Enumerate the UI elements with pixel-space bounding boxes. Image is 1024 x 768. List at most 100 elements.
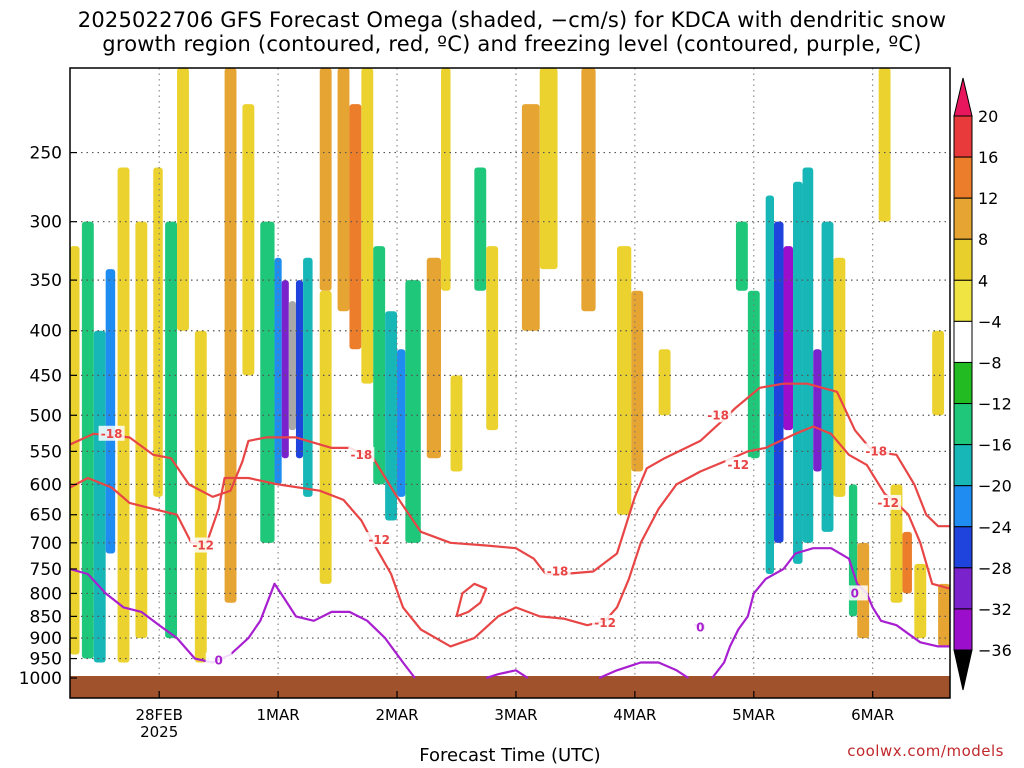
y-tick-label: 500 xyxy=(30,406,62,426)
omega-cell xyxy=(281,280,289,459)
colorbar-label: 12 xyxy=(978,189,998,208)
plot-frame xyxy=(69,67,951,699)
colorbar-bin xyxy=(953,361,973,405)
contour-label: 0 xyxy=(851,586,859,600)
contour-label: -18 xyxy=(547,564,569,578)
colorbar-label: 8 xyxy=(978,230,988,249)
contour-label: 0 xyxy=(214,654,222,668)
y-axis-ticks: 2503003504004505005506006507007508008509… xyxy=(19,144,77,689)
x-tick-label: 1MAR xyxy=(257,706,300,724)
y-tick-label: 800 xyxy=(30,584,62,604)
y-tick-label: 400 xyxy=(30,322,62,342)
omega-cell xyxy=(397,349,406,497)
contour--12 xyxy=(70,425,950,648)
omega-cell xyxy=(617,246,632,515)
omega-cell xyxy=(194,330,207,663)
omega-cell xyxy=(93,330,106,663)
omega-cell xyxy=(890,484,903,603)
y-tick-label: 450 xyxy=(30,366,62,386)
colorbar-bin xyxy=(953,526,973,569)
y-tick-label: 1000 xyxy=(19,669,62,689)
contour-label: -18 xyxy=(351,448,373,462)
contour--12b xyxy=(455,582,488,618)
omega-cell xyxy=(833,257,846,497)
omega-cell xyxy=(426,257,442,459)
omega-cell xyxy=(848,484,858,617)
contour-label-bg xyxy=(705,407,732,423)
omega-cell xyxy=(631,290,644,472)
colorbar-bin xyxy=(953,197,973,240)
omega-cell xyxy=(349,104,362,350)
x-tick-sublabel: 2025 xyxy=(140,723,178,741)
contour-label: -12 xyxy=(192,539,214,553)
omega-cell xyxy=(153,167,163,497)
contour-label: -12 xyxy=(727,458,749,472)
colorbar-bottom-arrow xyxy=(953,649,973,691)
omega-cell xyxy=(385,311,398,521)
chart-title-line-1: 2025022706 GFS Forecast Omega (shaded, −… xyxy=(77,8,947,32)
omega-cell xyxy=(361,68,374,384)
omega-cell xyxy=(373,246,386,485)
colorbar: 20 16 12 8 4 −4 −8 −12 −16 −20 −24 −28 −32 −36 xyxy=(953,77,1012,691)
omega-cell xyxy=(774,221,784,543)
omega-cell xyxy=(405,280,421,543)
omega-cell xyxy=(581,68,596,312)
omega-cell xyxy=(295,280,304,459)
colorbar-label: −4 xyxy=(978,312,1002,331)
grid-lines xyxy=(70,68,950,678)
omega-cell xyxy=(474,167,487,291)
contour-label: -18 xyxy=(101,427,123,441)
contour-label-bg xyxy=(348,446,375,462)
colorbar-label: −8 xyxy=(978,353,1002,372)
omega-cell xyxy=(165,221,178,639)
x-tick-label: 2MAR xyxy=(375,706,418,724)
contour-label: -18 xyxy=(865,444,887,458)
omega-cell xyxy=(450,375,463,472)
omega-shading xyxy=(70,68,950,663)
contour-label-bg xyxy=(875,494,902,510)
contour-label: -12 xyxy=(877,496,899,510)
omega-cell xyxy=(242,104,255,376)
colorbar-label: −12 xyxy=(978,395,1012,414)
ground-surface xyxy=(70,676,950,698)
contour-label-bg xyxy=(366,532,393,548)
omega-cell xyxy=(81,221,94,659)
omega-cell xyxy=(70,246,80,655)
colorbar-label: −28 xyxy=(978,559,1012,578)
omega-cell xyxy=(902,531,912,594)
contour-lines xyxy=(70,382,950,680)
colorbar-bin xyxy=(953,403,973,446)
omega-cell xyxy=(135,221,148,639)
omega-cell xyxy=(224,68,237,603)
omega-cell xyxy=(938,583,950,647)
contour-0 xyxy=(70,567,416,679)
colorbar-label: −24 xyxy=(978,518,1012,537)
omega-cell xyxy=(319,290,332,584)
omega-cell xyxy=(260,221,275,543)
omega-cell xyxy=(539,68,558,270)
y-tick-label: 350 xyxy=(30,271,62,291)
omega-cell xyxy=(932,330,945,416)
chart-title-line-2: growth region (contoured, red, ºC) and f… xyxy=(102,32,922,56)
contour-label-bg xyxy=(863,443,890,459)
omega-cell xyxy=(486,246,499,431)
omega-cell xyxy=(878,68,891,222)
colorbar-label: −16 xyxy=(978,436,1012,455)
y-tick-label: 650 xyxy=(30,506,62,526)
omega-cell xyxy=(441,68,451,291)
y-tick-label: 600 xyxy=(30,475,62,495)
colorbar-label: −36 xyxy=(978,641,1012,660)
contour-label-bg xyxy=(205,652,232,668)
credit-text[interactable]: coolwx.com/models xyxy=(847,742,1004,760)
contour-label-bg xyxy=(592,615,619,631)
contour-label-bg xyxy=(190,537,217,553)
omega-cell xyxy=(177,68,189,331)
contour-labels: -18 -18 -18 -18 -18 -12 -12 -12 -12 -12 0 0 0 xyxy=(98,407,902,668)
y-tick-label: 700 xyxy=(30,534,62,554)
colorbar-bin xyxy=(953,444,973,487)
contour-label-bg xyxy=(544,563,571,579)
colorbar-bin xyxy=(953,115,973,158)
colorbar-label: −32 xyxy=(978,600,1012,619)
contour-label: -12 xyxy=(594,616,616,630)
